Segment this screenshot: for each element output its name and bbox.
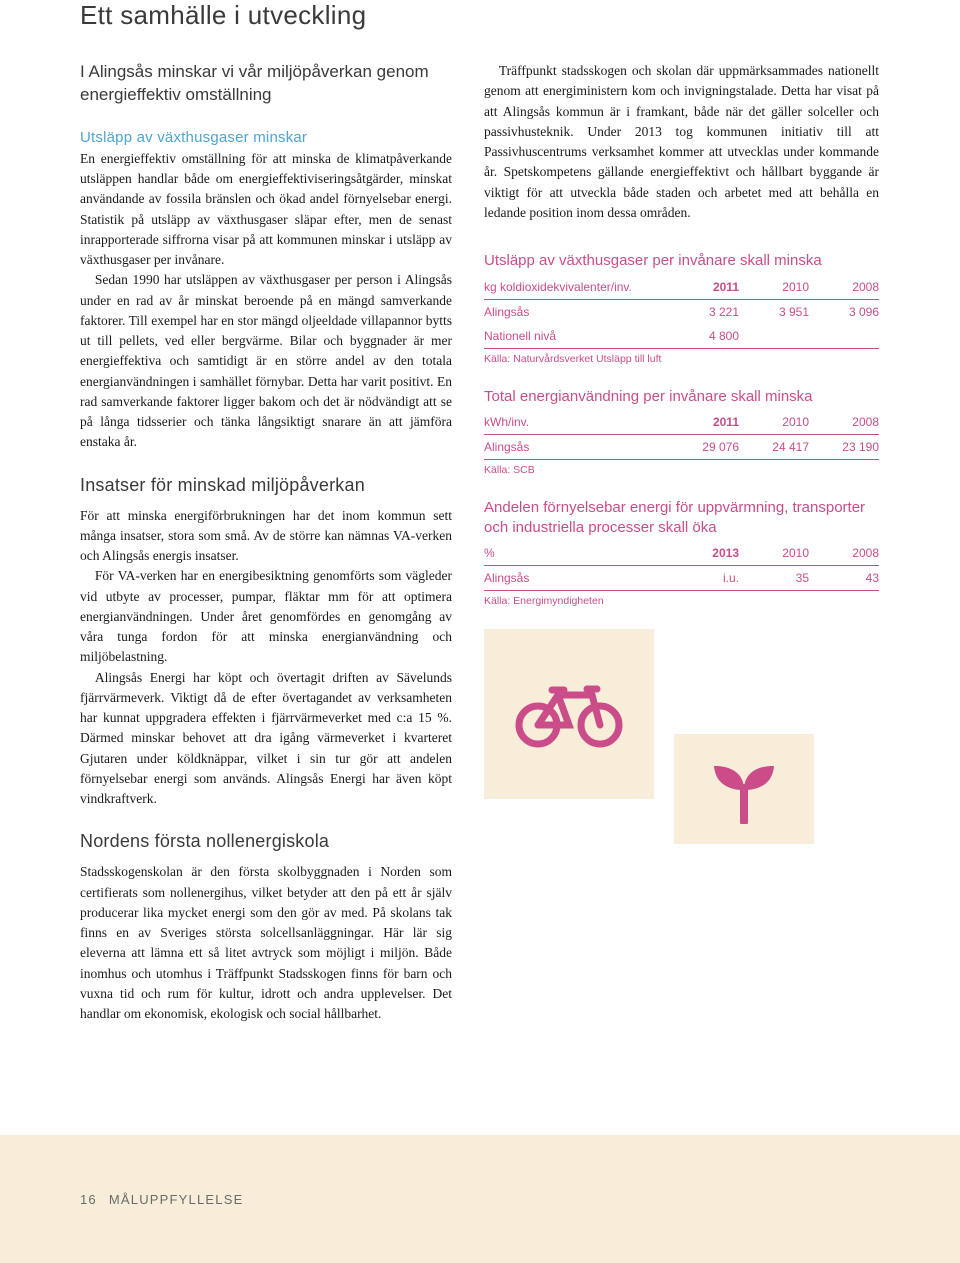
year: 2008 bbox=[809, 541, 879, 566]
two-column-layout: I Alingsås minskar vi vår miljöpåverkan … bbox=[80, 61, 880, 1024]
cell: 35 bbox=[739, 566, 809, 591]
body-para-6: Stadsskogenskolan är den första skolbygg… bbox=[80, 862, 452, 1024]
intro-text: I Alingsås minskar vi vår miljöpåverkan … bbox=[80, 61, 452, 107]
body-para-2: Sedan 1990 har utsläppen av växthusgaser… bbox=[80, 270, 452, 452]
table3-source: Källa: Energimyndigheten bbox=[484, 595, 879, 607]
footer: 16 MÅLUPPFYLLELSE bbox=[0, 1135, 960, 1263]
year: 2008 bbox=[809, 410, 879, 435]
year: 2010 bbox=[739, 410, 809, 435]
subhead-utslapp: Utsläpp av växthusgaser minskar bbox=[80, 129, 452, 146]
cell: 3 221 bbox=[669, 299, 739, 324]
subhead-nordens: Nordens första nollenergiskola bbox=[80, 831, 452, 852]
table1-unit: kg koldioxidekvivalenter/inv. bbox=[484, 275, 669, 300]
table-row: Alingsås 29 076 24 417 23 190 bbox=[484, 435, 879, 460]
cell: 3 096 bbox=[809, 299, 879, 324]
table-row: kg koldioxidekvivalenter/inv. 2011 2010 … bbox=[484, 275, 879, 300]
table-utslapp: kg koldioxidekvivalenter/inv. 2011 2010 … bbox=[484, 275, 879, 349]
bicycle-icon bbox=[514, 679, 624, 749]
body-para-1: En energieffektiv omställning för att mi… bbox=[80, 149, 452, 271]
left-column: I Alingsås minskar vi vår miljöpåverkan … bbox=[80, 61, 452, 1024]
sprout-icon bbox=[704, 754, 784, 824]
cell: Alingsås bbox=[484, 566, 669, 591]
table-row: Alingsås i.u. 35 43 bbox=[484, 566, 879, 591]
year: 2013 bbox=[669, 541, 739, 566]
cell bbox=[739, 324, 809, 349]
table3-unit: % bbox=[484, 541, 669, 566]
year: 2011 bbox=[669, 410, 739, 435]
para: För VA-verken har en energibesiktning ge… bbox=[80, 566, 452, 667]
cell: 3 951 bbox=[739, 299, 809, 324]
para: Träffpunkt stadsskogen och skolan där up… bbox=[484, 61, 879, 223]
table-row: % 2013 2010 2008 bbox=[484, 541, 879, 566]
year: 2010 bbox=[739, 541, 809, 566]
page-title: Ett samhälle i utveckling bbox=[80, 0, 880, 31]
year: 2010 bbox=[739, 275, 809, 300]
para: En energieffektiv omställning för att mi… bbox=[80, 151, 452, 267]
table-fornyelsebar: % 2013 2010 2008 Alingsås i.u. 35 43 bbox=[484, 541, 879, 591]
table2-unit: kWh/inv. bbox=[484, 410, 669, 435]
table2-source: Källa: SCB bbox=[484, 464, 879, 476]
cell: 43 bbox=[809, 566, 879, 591]
cell: 23 190 bbox=[809, 435, 879, 460]
subhead-insatser: Insatser för minskad miljöpåverkan bbox=[80, 475, 452, 496]
para: För att minska energiförbrukningen har d… bbox=[80, 508, 452, 564]
right-column: Träffpunkt stadsskogen och skolan där up… bbox=[484, 61, 879, 1024]
cell: 4 800 bbox=[669, 324, 739, 349]
table1-title: Utsläpp av växthusgaser per invånare ska… bbox=[484, 251, 879, 271]
table-row: Alingsås 3 221 3 951 3 096 bbox=[484, 299, 879, 324]
year: 2011 bbox=[669, 275, 739, 300]
cell: Alingsås bbox=[484, 299, 669, 324]
cell: 29 076 bbox=[669, 435, 739, 460]
table3-title: Andelen förnyelsebar energi för uppvärmn… bbox=[484, 498, 879, 537]
right-para-1: Träffpunkt stadsskogen och skolan där up… bbox=[484, 61, 879, 223]
footer-section: MÅLUPPFYLLELSE bbox=[109, 1192, 244, 1207]
para: Sedan 1990 har utsläppen av växthusgaser… bbox=[80, 270, 452, 452]
body-para-4: För VA-verken har en energibesiktning ge… bbox=[80, 566, 452, 667]
icon-tiles bbox=[484, 629, 879, 849]
cell: Alingsås bbox=[484, 435, 669, 460]
sprout-tile bbox=[674, 734, 814, 844]
cell: Nationell nivå bbox=[484, 324, 669, 349]
table-row: Nationell nivå 4 800 bbox=[484, 324, 879, 349]
bike-tile bbox=[484, 629, 654, 799]
cell: 24 417 bbox=[739, 435, 809, 460]
table-row: kWh/inv. 2011 2010 2008 bbox=[484, 410, 879, 435]
year: 2008 bbox=[809, 275, 879, 300]
page: Ett samhälle i utveckling I Alingsås min… bbox=[0, 0, 960, 1263]
table1-source: Källa: Naturvårdsverket Utsläpp till luf… bbox=[484, 353, 879, 365]
table2-title: Total energianvändning per invånare skal… bbox=[484, 387, 879, 407]
body-para-5: Alingsås Energi har köpt och övertagit d… bbox=[80, 668, 452, 810]
table-energi: kWh/inv. 2011 2010 2008 Alingsås 29 076 … bbox=[484, 410, 879, 460]
body-para-3: För att minska energiförbrukningen har d… bbox=[80, 506, 452, 567]
cell bbox=[809, 324, 879, 349]
cell: i.u. bbox=[669, 566, 739, 591]
para: Alingsås Energi har köpt och övertagit d… bbox=[80, 668, 452, 810]
page-number: 16 bbox=[80, 1192, 97, 1207]
para: Stadsskogenskolan är den första skolbygg… bbox=[80, 864, 452, 1021]
